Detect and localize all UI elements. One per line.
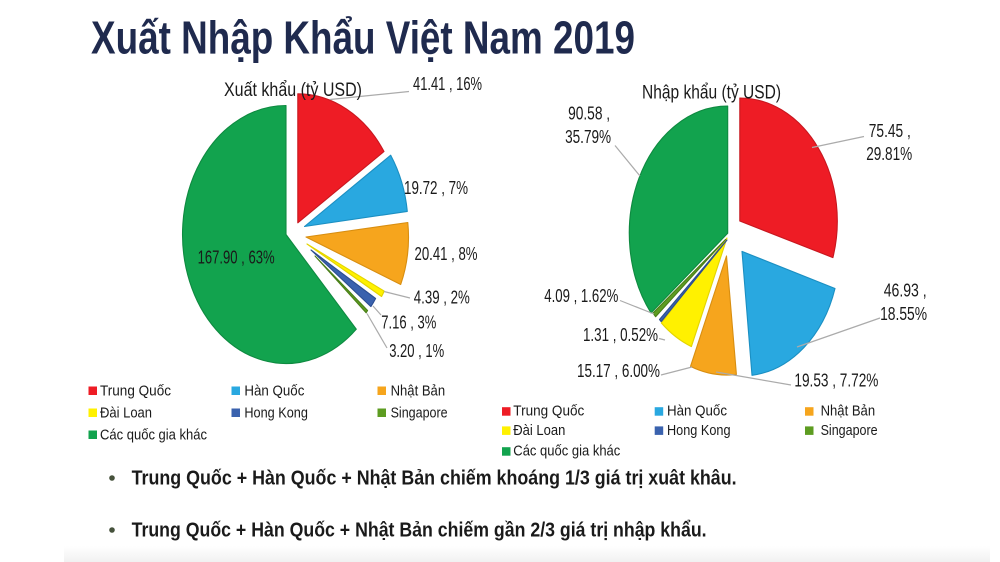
svg-text:19.53 , 7.72%: 19.53 , 7.72% [794,371,878,391]
svg-text:Đài Loan: Đài Loan [100,405,152,422]
svg-text:Nhật Bản: Nhật Bản [391,383,446,400]
svg-text:Hàn Quốc: Hàn Quốc [667,403,727,420]
svg-text:90.58 ,: 90.58 , [568,104,610,124]
svg-text:4.39 , 2%: 4.39 , 2% [414,288,470,308]
svg-text:Xuất Nhập Khẩu Việt Nam 2019: Xuất Nhập Khẩu Việt Nam 2019 [91,12,635,64]
svg-text:Trung Quốc + Hàn Quốc + Nhật B: Trung Quốc + Hàn Quốc + Nhật Bản chiếm k… [132,468,737,490]
svg-text:1.31 , 0.52%: 1.31 , 0.52% [583,325,658,345]
svg-text:Singapore: Singapore [391,405,448,422]
svg-text:46.93 ,: 46.93 , [884,281,927,301]
svg-text:20.41 , 8%: 20.41 , 8% [415,244,478,264]
svg-text:Nhật Bản: Nhật Bản [821,403,876,420]
svg-text:4.09 , 1.62%: 4.09 , 1.62% [544,286,618,306]
svg-text:19.72 , 7%: 19.72 , 7% [404,178,468,198]
svg-text:Xuất khẩu (tỷ USD): Xuất khẩu (tỷ USD) [224,80,362,101]
svg-text:Hong Kong: Hong Kong [244,405,308,422]
svg-text:15.17 , 6.00%: 15.17 , 6.00% [577,361,660,381]
svg-text:7.16 , 3%: 7.16 , 3% [381,313,436,333]
svg-text:Đài Loan: Đài Loan [513,422,565,439]
svg-text:167.90 , 63%: 167.90 , 63% [198,248,275,268]
svg-text:3.20 , 1%: 3.20 , 1% [389,341,444,361]
svg-text:Các quốc gia khác: Các quốc gia khác [513,443,620,460]
svg-text:41.41 , 16%: 41.41 , 16% [413,74,482,94]
svg-text:Hong Kong: Hong Kong [667,422,731,439]
svg-text:18.55%: 18.55% [880,304,927,324]
svg-text:75.45 ,: 75.45 , [869,121,911,141]
svg-text:35.79%: 35.79% [565,127,611,147]
svg-text:Singapore: Singapore [821,422,878,439]
svg-text:Nhập khẩu (tỷ USD): Nhập khẩu (tỷ USD) [642,83,781,104]
svg-text:Trung Quốc: Trung Quốc [513,403,584,420]
svg-text:Trung Quốc + Hàn Quốc + Nhật B: Trung Quốc + Hàn Quốc + Nhật Bản chiếm g… [132,520,707,542]
svg-text:Hàn Quốc: Hàn Quốc [244,383,304,400]
svg-text:29.81%: 29.81% [866,144,912,164]
svg-text:Trung Quốc: Trung Quốc [100,383,171,400]
svg-text:Các quốc gia khác: Các quốc gia khác [100,427,207,444]
